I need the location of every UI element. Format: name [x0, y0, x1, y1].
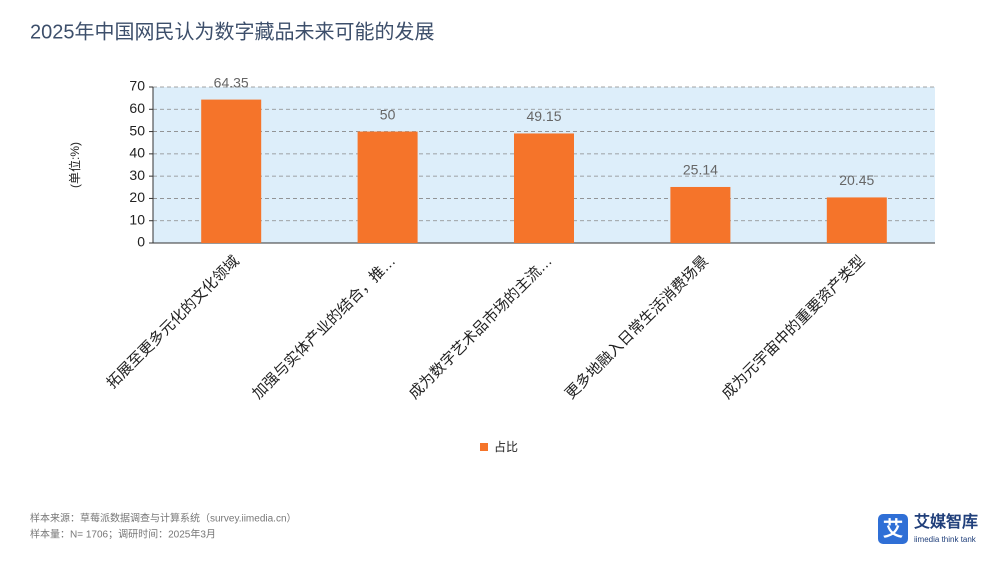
x-tick-label: 成为数字艺术品市场的主流… [406, 253, 556, 403]
x-tick-label: 拓展至更多元化的文化领域 [104, 253, 243, 392]
y-tick-label: 20 [129, 189, 145, 205]
x-tick-label: 成为元宇宙中的重要资产类型 [719, 253, 869, 403]
y-tick-label: 70 [129, 78, 145, 94]
y-tick-label: 10 [129, 211, 145, 227]
y-tick-label: 0 [137, 234, 145, 250]
y-tick-label: 30 [129, 167, 145, 183]
bar [670, 186, 731, 243]
bar [201, 99, 262, 243]
value-label: 64.35 [214, 74, 249, 90]
legend-swatch [480, 443, 488, 451]
bar [357, 131, 418, 243]
value-label: 25.14 [683, 162, 718, 178]
y-axis-label: (单位:%) [67, 142, 82, 188]
y-tick-label: 50 [129, 122, 145, 138]
logo-icon [878, 514, 908, 544]
footer-source: 样本来源：草莓派数据调查与计算系统（survey.iimedia.cn） [30, 512, 297, 525]
logo-tagline: iimedia think tank [914, 535, 977, 544]
y-tick-label: 40 [129, 145, 145, 161]
logo-name: 艾媒智库 [914, 512, 978, 531]
value-label: 49.15 [526, 108, 561, 124]
logo-mark: 艾 [883, 517, 903, 540]
footer-sample: 样本量：N= 1706；调研时间：2025年3月 [30, 528, 216, 541]
value-label: 20.45 [839, 172, 874, 188]
legend-label: 占比 [494, 439, 518, 454]
bar [514, 133, 574, 243]
x-tick-label: 加强与实体产业的结合，推… [249, 253, 399, 403]
chart-title: 2025年中国网民认为数字藏品未来可能的发展 [30, 20, 435, 43]
value-label: 50 [380, 106, 396, 122]
y-tick-label: 60 [129, 100, 145, 116]
x-tick-label: 更多地融入日常生活消费场景 [562, 253, 712, 403]
bar [826, 197, 887, 243]
